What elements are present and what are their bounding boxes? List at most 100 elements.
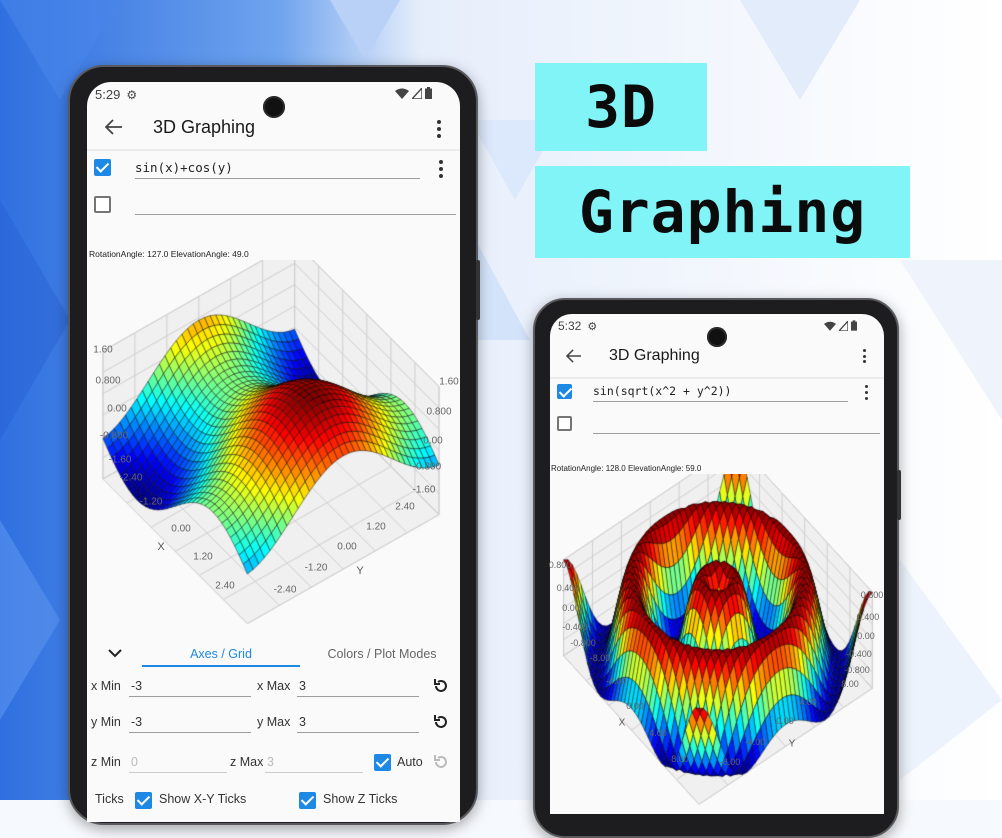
auto-label: Auto: [397, 755, 423, 769]
x-axis-label: X: [618, 717, 626, 729]
ticks-label: Ticks: [95, 792, 124, 806]
z-max-input[interactable]: 3: [265, 755, 363, 773]
appbar-divider: [87, 149, 460, 151]
angle-readout: RotationAngle: 128.0 ElevationAngle: 59.…: [551, 464, 702, 473]
y-tick: -2.40: [273, 584, 297, 596]
y-axis-label: Y: [788, 738, 796, 750]
reset-z-icon: [434, 755, 447, 768]
y-tick: -8.00: [719, 757, 741, 767]
z-tick: -0.800: [99, 430, 129, 442]
z-min-input[interactable]: 0: [129, 755, 227, 773]
function-2-input[interactable]: [135, 198, 456, 215]
function-2-checkbox[interactable]: [94, 196, 111, 213]
y-min-label: y Min: [91, 715, 121, 729]
z-tick: 0.400: [856, 612, 880, 622]
x-tick: -4.00: [605, 676, 627, 686]
reset-y-icon[interactable]: [433, 714, 449, 730]
status-bar: 5:32 ⚙: [558, 319, 597, 333]
auto-checkbox[interactable]: [374, 754, 391, 771]
z-max-label: z Max: [230, 755, 264, 769]
battery-icon: [851, 320, 857, 331]
y-min-input[interactable]: -3: [129, 715, 251, 733]
z-tick: -2.40: [119, 472, 143, 484]
surface-plot-canvas[interactable]: [87, 260, 460, 640]
arrow-left-icon[interactable]: [105, 119, 123, 135]
z-tick: 0.400: [556, 583, 580, 593]
status-icons: [824, 320, 857, 331]
function-1-menu-icon[interactable]: [439, 160, 443, 178]
y-tick: -4.00: [744, 737, 766, 747]
surface-plot-canvas[interactable]: [550, 474, 884, 810]
headline-3d: 3D: [535, 63, 707, 151]
y-tick: 1.20: [366, 521, 386, 533]
page-title: 3D Graphing: [153, 117, 256, 137]
z-tick: -1.60: [412, 484, 436, 496]
function-1-menu-icon[interactable]: [865, 385, 869, 400]
z-tick: 0.800: [95, 375, 121, 387]
x-max-input[interactable]: 3: [297, 679, 419, 697]
x-min-input[interactable]: -3: [129, 679, 251, 697]
z-tick: 0.800: [860, 590, 884, 600]
x-tick: 0.00: [626, 701, 644, 711]
side-button: [897, 470, 901, 520]
front-camera: [263, 96, 285, 118]
x-max-label: x Max: [257, 679, 291, 693]
battery-icon: [425, 87, 432, 99]
appbar-divider: [550, 377, 884, 379]
page-title: 3D Graphing: [609, 347, 700, 364]
show-z-ticks-checkbox[interactable]: [299, 792, 316, 809]
reset-x-icon[interactable]: [433, 678, 449, 694]
x-tick: -1.20: [139, 496, 163, 508]
more-vert-icon[interactable]: [437, 120, 441, 138]
status-time: 5:32: [558, 319, 582, 333]
arrow-left-icon[interactable]: [566, 349, 582, 363]
tab-axes-grid[interactable]: Axes / Grid: [190, 647, 252, 661]
x-min-label: x Min: [91, 679, 121, 693]
z-tick: 1.60: [439, 376, 459, 388]
z-tick: -0.800: [412, 461, 442, 473]
function-1-input[interactable]: sin(sqrt(x^2 + y^2)): [593, 384, 848, 402]
status-bar: 5:29 ⚙: [95, 87, 137, 102]
z-tick: 0.800: [548, 560, 572, 570]
angle-readout: RotationAngle: 127.0 ElevationAngle: 49.…: [89, 249, 249, 259]
function-2-checkbox[interactable]: [557, 416, 572, 431]
x-tick: 1.20: [193, 551, 213, 563]
show-z-ticks-label: Show Z Ticks: [323, 792, 398, 806]
z-tick: -0.400: [846, 649, 872, 659]
more-vert-icon[interactable]: [863, 349, 867, 363]
function-1-input[interactable]: sin(x)+cos(y): [135, 160, 420, 179]
gear-icon: ⚙: [126, 87, 138, 102]
signal-icon: [839, 320, 848, 331]
function-1-checkbox[interactable]: [94, 159, 111, 176]
tab-indicator: [142, 665, 300, 667]
headline-graphing: Graphing: [535, 166, 910, 258]
side-button: [476, 260, 480, 320]
z-tick: -0.800: [844, 665, 870, 675]
function-1-checkbox[interactable]: [557, 384, 572, 399]
front-camera: [707, 327, 727, 347]
x-tick: 4.00: [649, 728, 667, 738]
y-tick: 2.40: [395, 501, 415, 513]
y-axis-label: Y: [356, 565, 364, 577]
y-tick: 8.00: [841, 679, 859, 689]
z-tick: 0.00: [857, 631, 875, 641]
status-icons: [395, 87, 432, 99]
z-tick: -0.800: [570, 638, 596, 648]
x-axis-label: X: [157, 541, 165, 553]
chevron-down-icon[interactable]: [108, 649, 122, 658]
y-tick: 0.00: [776, 716, 794, 726]
wifi-icon: [824, 321, 836, 331]
status-time: 5:29: [95, 87, 121, 102]
z-tick: -1.60: [108, 454, 132, 466]
z-tick: 0.00: [562, 603, 580, 613]
tab-colors-plot-modes[interactable]: Colors / Plot Modes: [327, 647, 437, 661]
y-max-input[interactable]: 3: [297, 715, 419, 733]
show-xy-ticks-checkbox[interactable]: [135, 792, 152, 809]
z-tick: 0.00: [423, 435, 443, 447]
show-xy-ticks-label: Show X-Y Ticks: [159, 792, 247, 806]
z-min-label: z Min: [91, 755, 121, 769]
function-2-input[interactable]: [593, 418, 880, 434]
z-tick: -0.400: [562, 622, 588, 632]
y-tick: 4.00: [799, 697, 817, 707]
y-max-label: y Max: [257, 715, 291, 729]
